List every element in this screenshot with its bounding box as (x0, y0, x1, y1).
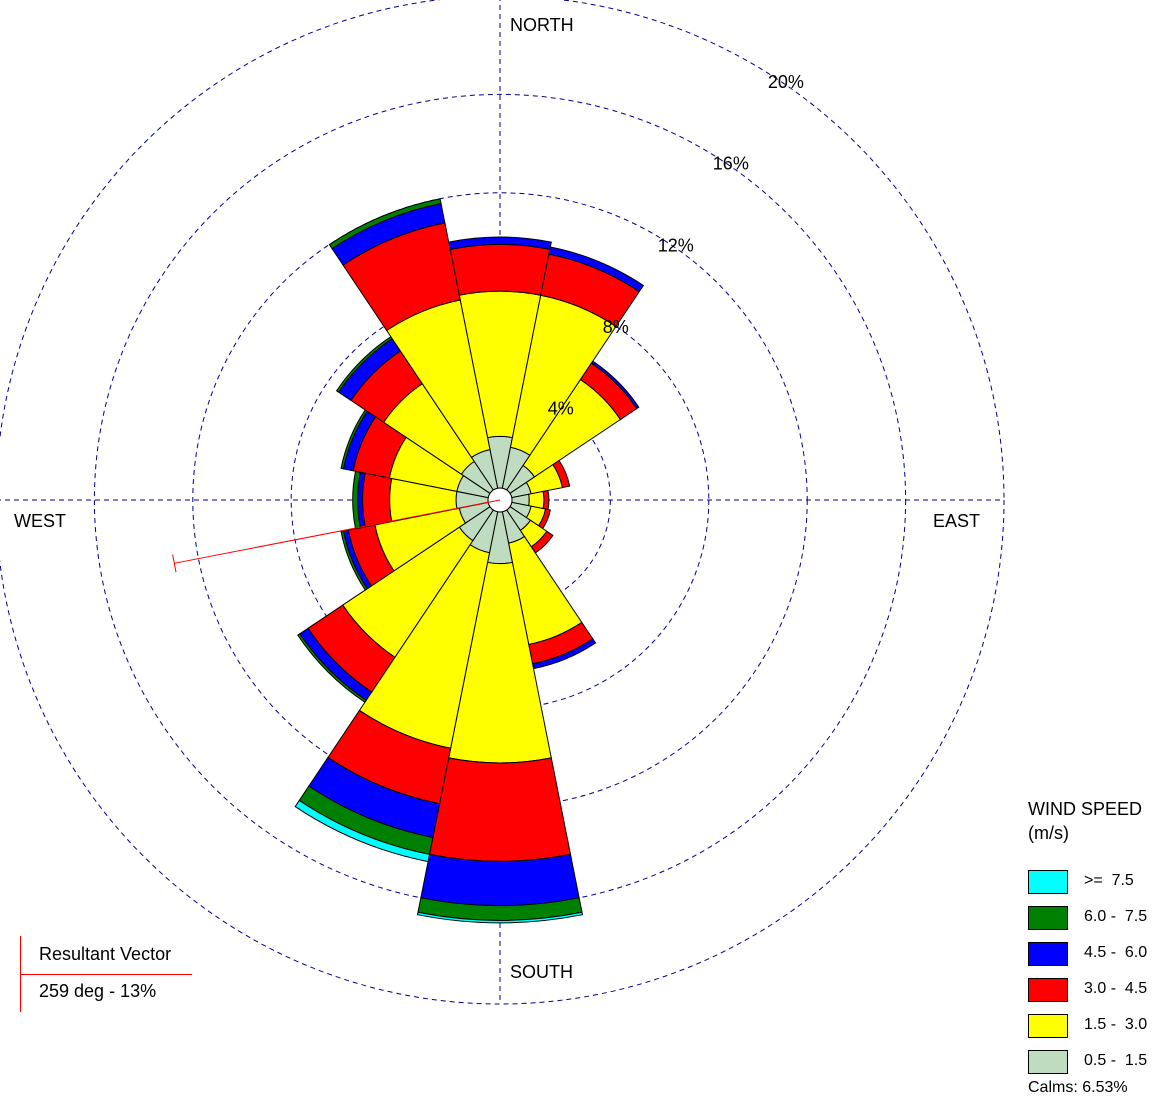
legend-label: 3.0 - 4.5 (1084, 980, 1148, 997)
legend-swatch (1028, 942, 1068, 966)
legend-title: WIND SPEED (1028, 799, 1143, 819)
petal-segment-n (449, 243, 551, 296)
petal-segment-sw (297, 633, 367, 703)
compass-east-label: EAST (933, 511, 980, 531)
petal-segment-wsw (340, 530, 368, 591)
petal-segment-e (542, 489, 550, 511)
resultant-vector-value: 259 deg - 13% (39, 981, 157, 1001)
legend-swatch (1028, 978, 1068, 1002)
wind-petals (294, 198, 645, 924)
compass-south-label: SOUTH (510, 962, 573, 982)
petal-segment-n (448, 236, 552, 250)
legend-swatch (1028, 870, 1068, 894)
legend-label: 0.5 - 1.5 (1084, 1052, 1148, 1069)
resultant-vector-box: Resultant Vector 259 deg - 13% (20, 936, 200, 1016)
legend-swatch (1028, 1014, 1068, 1038)
wind-speed-legend: WIND SPEED (m/s) >= 7.5 6.0 - 7.5 4.5 - … (1028, 797, 1167, 1096)
ring-label: 20% (768, 72, 804, 92)
petal-segment-ssw (294, 799, 431, 863)
resultant-divider (20, 974, 192, 975)
petal-segment-nnw (328, 198, 442, 250)
resultant-vector-line (172, 499, 501, 573)
ring-labels: 4% 8% 12% 16% 20% (548, 72, 804, 418)
petal-segment-ne (590, 360, 640, 410)
ring-label: 16% (713, 154, 749, 174)
grid-ring (0, 0, 1005, 1005)
petal-segment-w (362, 472, 393, 528)
resultant-vector-tail (172, 554, 177, 573)
compass-north-label: NORTH (510, 15, 574, 35)
ring-label: 8% (603, 317, 629, 337)
legend-unit: (m/s) (1028, 823, 1069, 843)
legend-label: >= 7.5 (1084, 872, 1134, 889)
ring-label: 12% (658, 235, 694, 255)
calms-text: Calms: 6.53% (1028, 1079, 1128, 1096)
legend-swatch (1028, 1050, 1068, 1074)
legend-swatch (1028, 906, 1068, 930)
petal-segment-s (416, 911, 584, 924)
compass-west-label: WEST (14, 511, 66, 531)
legend-label: 1.5 - 3.0 (1084, 1016, 1148, 1033)
petal-segment-s (420, 853, 580, 907)
resultant-vector-title: Resultant Vector (39, 944, 172, 964)
legend-label: 4.5 - 6.0 (1084, 944, 1148, 961)
legend-label: 6.0 - 7.5 (1084, 908, 1148, 925)
petal-segment-nne (548, 246, 645, 293)
resultant-vector-shaft (174, 499, 501, 564)
petal-segment-ene (552, 459, 571, 489)
petal-segment-s (428, 757, 572, 862)
ring-label: 4% (548, 398, 574, 418)
